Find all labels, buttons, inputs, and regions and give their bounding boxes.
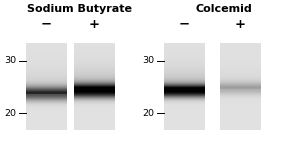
Text: −: − bbox=[179, 18, 190, 30]
Text: +: + bbox=[235, 18, 245, 30]
Text: Colcemid: Colcemid bbox=[195, 4, 252, 14]
Text: −: − bbox=[41, 18, 52, 30]
Text: +: + bbox=[89, 18, 100, 30]
Text: Sodium Butyrate: Sodium Butyrate bbox=[27, 4, 132, 14]
Text: 30: 30 bbox=[4, 56, 16, 65]
Text: 30: 30 bbox=[142, 56, 154, 65]
Text: 20: 20 bbox=[142, 109, 154, 118]
Text: 20: 20 bbox=[4, 109, 16, 118]
